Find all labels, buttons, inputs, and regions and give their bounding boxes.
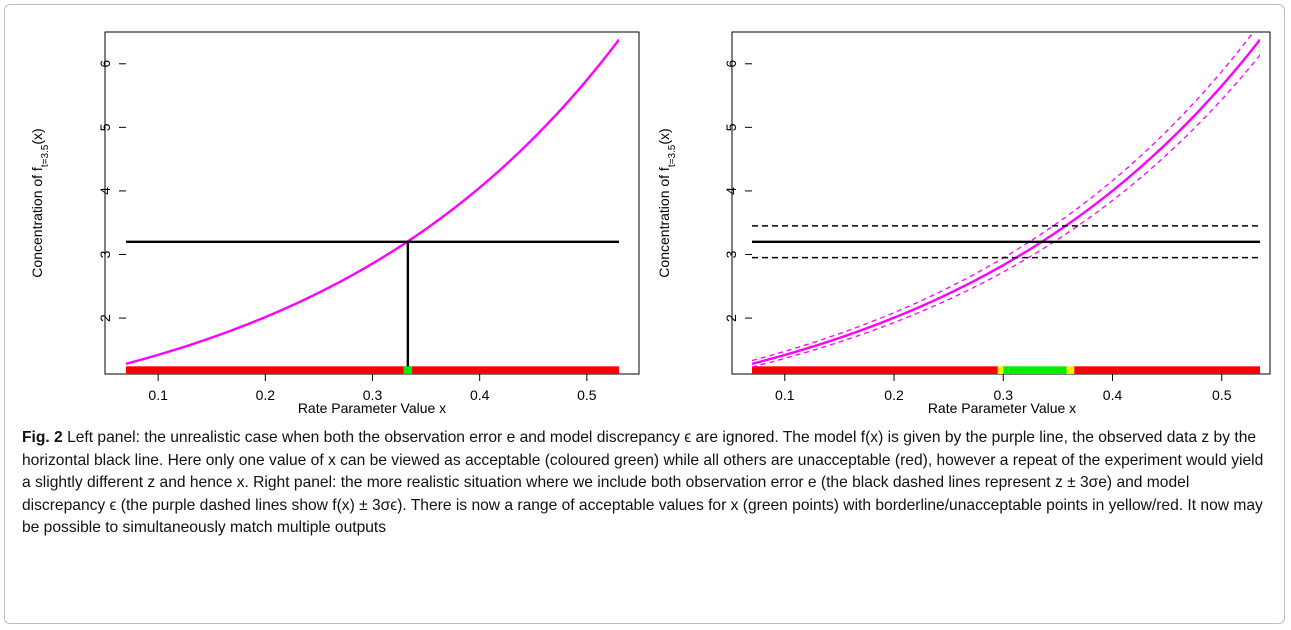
x-tick-label: 0.3 (363, 387, 383, 403)
figure-frame (4, 4, 1285, 624)
y-ticks: 2 3 4 5 6 (97, 60, 126, 322)
bar-segment-unacceptable (1074, 366, 1260, 374)
model-curve (752, 38, 1260, 365)
y-axis-label-arg: (x) (29, 128, 45, 144)
y-tick-label: 5 (97, 123, 113, 131)
y-axis-label-sub: t=3.5 (667, 144, 678, 167)
marks (126, 38, 619, 374)
right-panel-chart: 0.1 0.2 0.3 0.4 0.5 2 3 4 5 6 Rate Parameter Val… (656, 31, 1271, 416)
x-tick-label: 0.1 (775, 387, 795, 403)
y-axis-label-main: Concentration of f (29, 167, 45, 278)
bar-segment-acceptable (403, 366, 413, 374)
plot-box (104, 31, 640, 375)
y-tick-label: 6 (97, 60, 113, 68)
y-tick-label: 2 (723, 314, 739, 322)
y-axis-label: Concentration of ft=3.5(x) (29, 128, 51, 277)
marks (752, 32, 1260, 374)
bar-segment-acceptable (1008, 366, 1067, 374)
y-tick-label: 2 (97, 314, 113, 322)
x-tick-label: 0.2 (256, 387, 276, 403)
bar-segment-unacceptable (126, 366, 619, 374)
bar-segment-borderline (997, 366, 1004, 374)
x-axis-label: Rate Parameter Value x (298, 400, 446, 416)
y-tick-label: 6 (723, 60, 739, 68)
caption-label: Fig. 2 (22, 429, 63, 446)
model-band-line (752, 53, 1260, 368)
x-tick-label: 0.2 (884, 387, 904, 403)
bar-segment-borderline (1066, 366, 1075, 374)
bar-segment-unacceptable (752, 366, 998, 374)
x-tick-label: 0.3 (994, 387, 1014, 403)
y-axis-label-sub: t=3.5 (40, 144, 51, 167)
y-axis-label-arg: (x) (656, 128, 672, 144)
plot-box (731, 31, 1271, 375)
y-axis-label: Concentration of ft=3.5(x) (656, 128, 678, 277)
x-tick-label: 0.5 (1212, 387, 1232, 403)
caption-text: Left panel: the unrealistic case when bo… (22, 429, 1264, 537)
model-band-line (752, 32, 1255, 362)
y-tick-label: 3 (723, 250, 739, 258)
model-curve (126, 38, 619, 365)
left-panel-chart: 0.1 0.2 0.3 0.4 0.5 2 3 4 5 6 Rate Parameter Val… (29, 31, 640, 416)
x-tick-label: 0.5 (577, 387, 597, 403)
x-ticks: 0.1 0.2 0.3 0.4 0.5 (775, 374, 1232, 403)
x-ticks: 0.1 0.2 0.3 0.4 0.5 (148, 374, 597, 403)
figure-caption: Fig. 2 Left panel: the unrealistic case … (22, 427, 1270, 540)
x-axis-label: Rate Parameter Value x (928, 400, 1076, 416)
y-tick-label: 5 (723, 123, 739, 131)
bar-segment-acceptable (1003, 366, 1009, 374)
x-tick-label: 0.1 (148, 387, 168, 403)
y-tick-label: 4 (97, 187, 113, 195)
y-axis-label-main: Concentration of f (656, 167, 672, 278)
x-tick-label: 0.4 (470, 387, 490, 403)
y-ticks: 2 3 4 5 6 (723, 60, 752, 322)
y-tick-label: 3 (97, 250, 113, 258)
x-tick-label: 0.4 (1103, 387, 1123, 403)
y-tick-label: 4 (723, 187, 739, 195)
